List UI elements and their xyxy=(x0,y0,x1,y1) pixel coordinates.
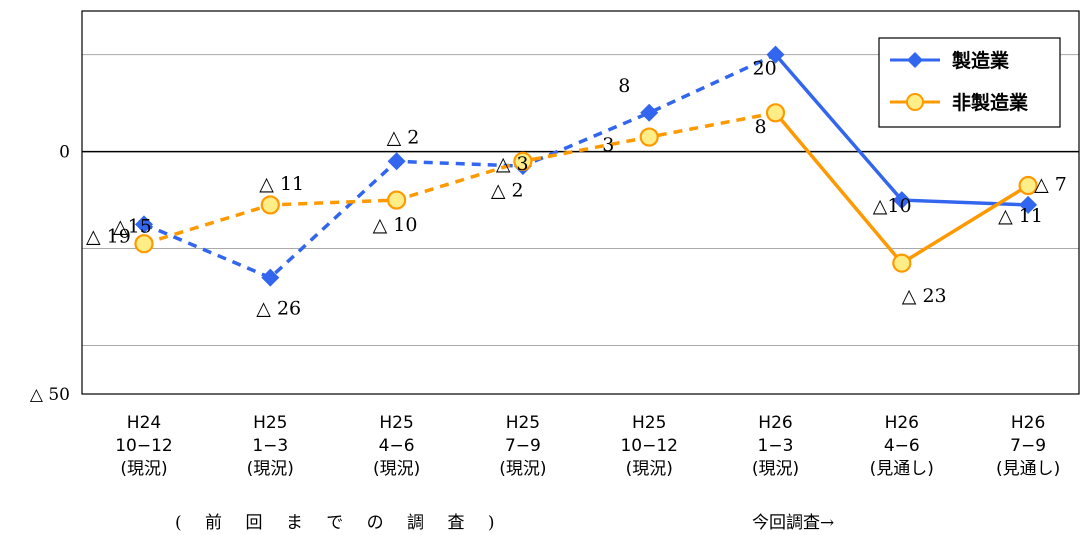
data-label: △ 23 xyxy=(902,285,947,307)
data-point-diamond xyxy=(1019,195,1038,214)
x-category-label: 10−12 xyxy=(620,436,678,456)
x-category-label: H26 xyxy=(758,413,792,433)
x-category-label: (現況) xyxy=(752,459,799,479)
data-point-diamond xyxy=(640,103,659,122)
x-category-label: H25 xyxy=(253,413,287,433)
legend-label-non-manufacturing: 非製造業 xyxy=(952,91,1029,114)
data-label: △10 xyxy=(873,195,912,217)
data-point-diamond xyxy=(892,191,911,210)
x-category-label: H24 xyxy=(127,413,161,433)
data-point-circle xyxy=(639,127,659,147)
data-point-diamond xyxy=(135,215,153,234)
series-line-dashed-1 xyxy=(143,111,776,246)
series-line-solid-1 xyxy=(774,111,1030,266)
x-category-label: (見通し) xyxy=(996,459,1060,479)
legend-circle-icon xyxy=(906,93,924,111)
series-markers xyxy=(134,45,1038,287)
data-point-circle xyxy=(134,234,154,254)
x-category-label: 7−9 xyxy=(1010,436,1046,456)
x-category-label: 10−12 xyxy=(115,436,173,456)
data-label: △ 2 xyxy=(387,126,420,148)
x-category-label: H26 xyxy=(1011,413,1045,433)
data-label: △ 11 xyxy=(259,173,304,195)
data-label: 20 xyxy=(753,58,777,80)
y-axis-ticks: 0 △ 50 xyxy=(30,143,70,405)
data-label: 3 xyxy=(602,134,614,156)
data-label: △ 19 xyxy=(86,226,131,248)
data-point-diamond xyxy=(766,45,785,64)
x-category-label: H26 xyxy=(885,413,919,433)
x-category-label: H25 xyxy=(632,413,666,433)
data-label: △15 xyxy=(113,215,152,237)
data-point-circle xyxy=(387,190,407,210)
data-label: △ 11 xyxy=(998,205,1043,227)
legend-diamond-icon xyxy=(907,52,923,68)
y-tick-label: △ 50 xyxy=(30,385,70,405)
data-point-diamond xyxy=(387,152,406,171)
data-label: △ 26 xyxy=(256,298,301,320)
y-tick-label: 0 xyxy=(59,143,70,163)
data-label: 8 xyxy=(618,75,630,97)
x-category-label: H25 xyxy=(379,413,413,433)
legend-box xyxy=(878,37,1061,128)
plot-area-frame xyxy=(81,10,1080,395)
data-point-circle xyxy=(1018,175,1038,196)
data-label: △ 10 xyxy=(373,214,418,236)
x-category-label: (現況) xyxy=(499,459,546,479)
x-category-label: 4−6 xyxy=(379,436,415,456)
data-label: △ 3 xyxy=(496,153,529,175)
data-point-circle xyxy=(260,195,280,215)
data-label: △ 7 xyxy=(1034,174,1067,196)
x-category-label: (現況) xyxy=(626,459,673,479)
x-category-label: 4−6 xyxy=(884,436,920,456)
x-category-label: 1−3 xyxy=(758,436,794,456)
x-category-label: 1−3 xyxy=(252,436,288,456)
data-point-circle xyxy=(765,103,786,123)
data-point-circle xyxy=(892,253,912,273)
x-category-label: H25 xyxy=(506,413,540,433)
x-category-label: 7−9 xyxy=(505,436,541,456)
legend: 製造業 非製造業 xyxy=(878,37,1061,128)
x-category-label: (現況) xyxy=(247,459,294,479)
series-line-dashed-0 xyxy=(143,53,777,280)
x-category-label: (現況) xyxy=(120,459,167,479)
x-category-label: (現況) xyxy=(373,459,420,479)
note-previous-survey: ( 前 回 ま で の 調 査 ) xyxy=(175,513,504,533)
x-axis-categories: H24 10−12 (現況) H25 1−3 (現況) H25 4−6 (現況) H25 7−9 (現… xyxy=(115,413,1060,479)
data-label: 8 xyxy=(755,116,767,138)
data-point-diamond xyxy=(261,268,280,287)
data-label: △ 2 xyxy=(491,179,524,201)
note-current-survey: 今回調査→ xyxy=(752,513,834,533)
legend-label-manufacturing: 製造業 xyxy=(951,49,1010,72)
data-point-circle xyxy=(513,151,533,171)
x-category-label: (見通し) xyxy=(870,459,934,479)
